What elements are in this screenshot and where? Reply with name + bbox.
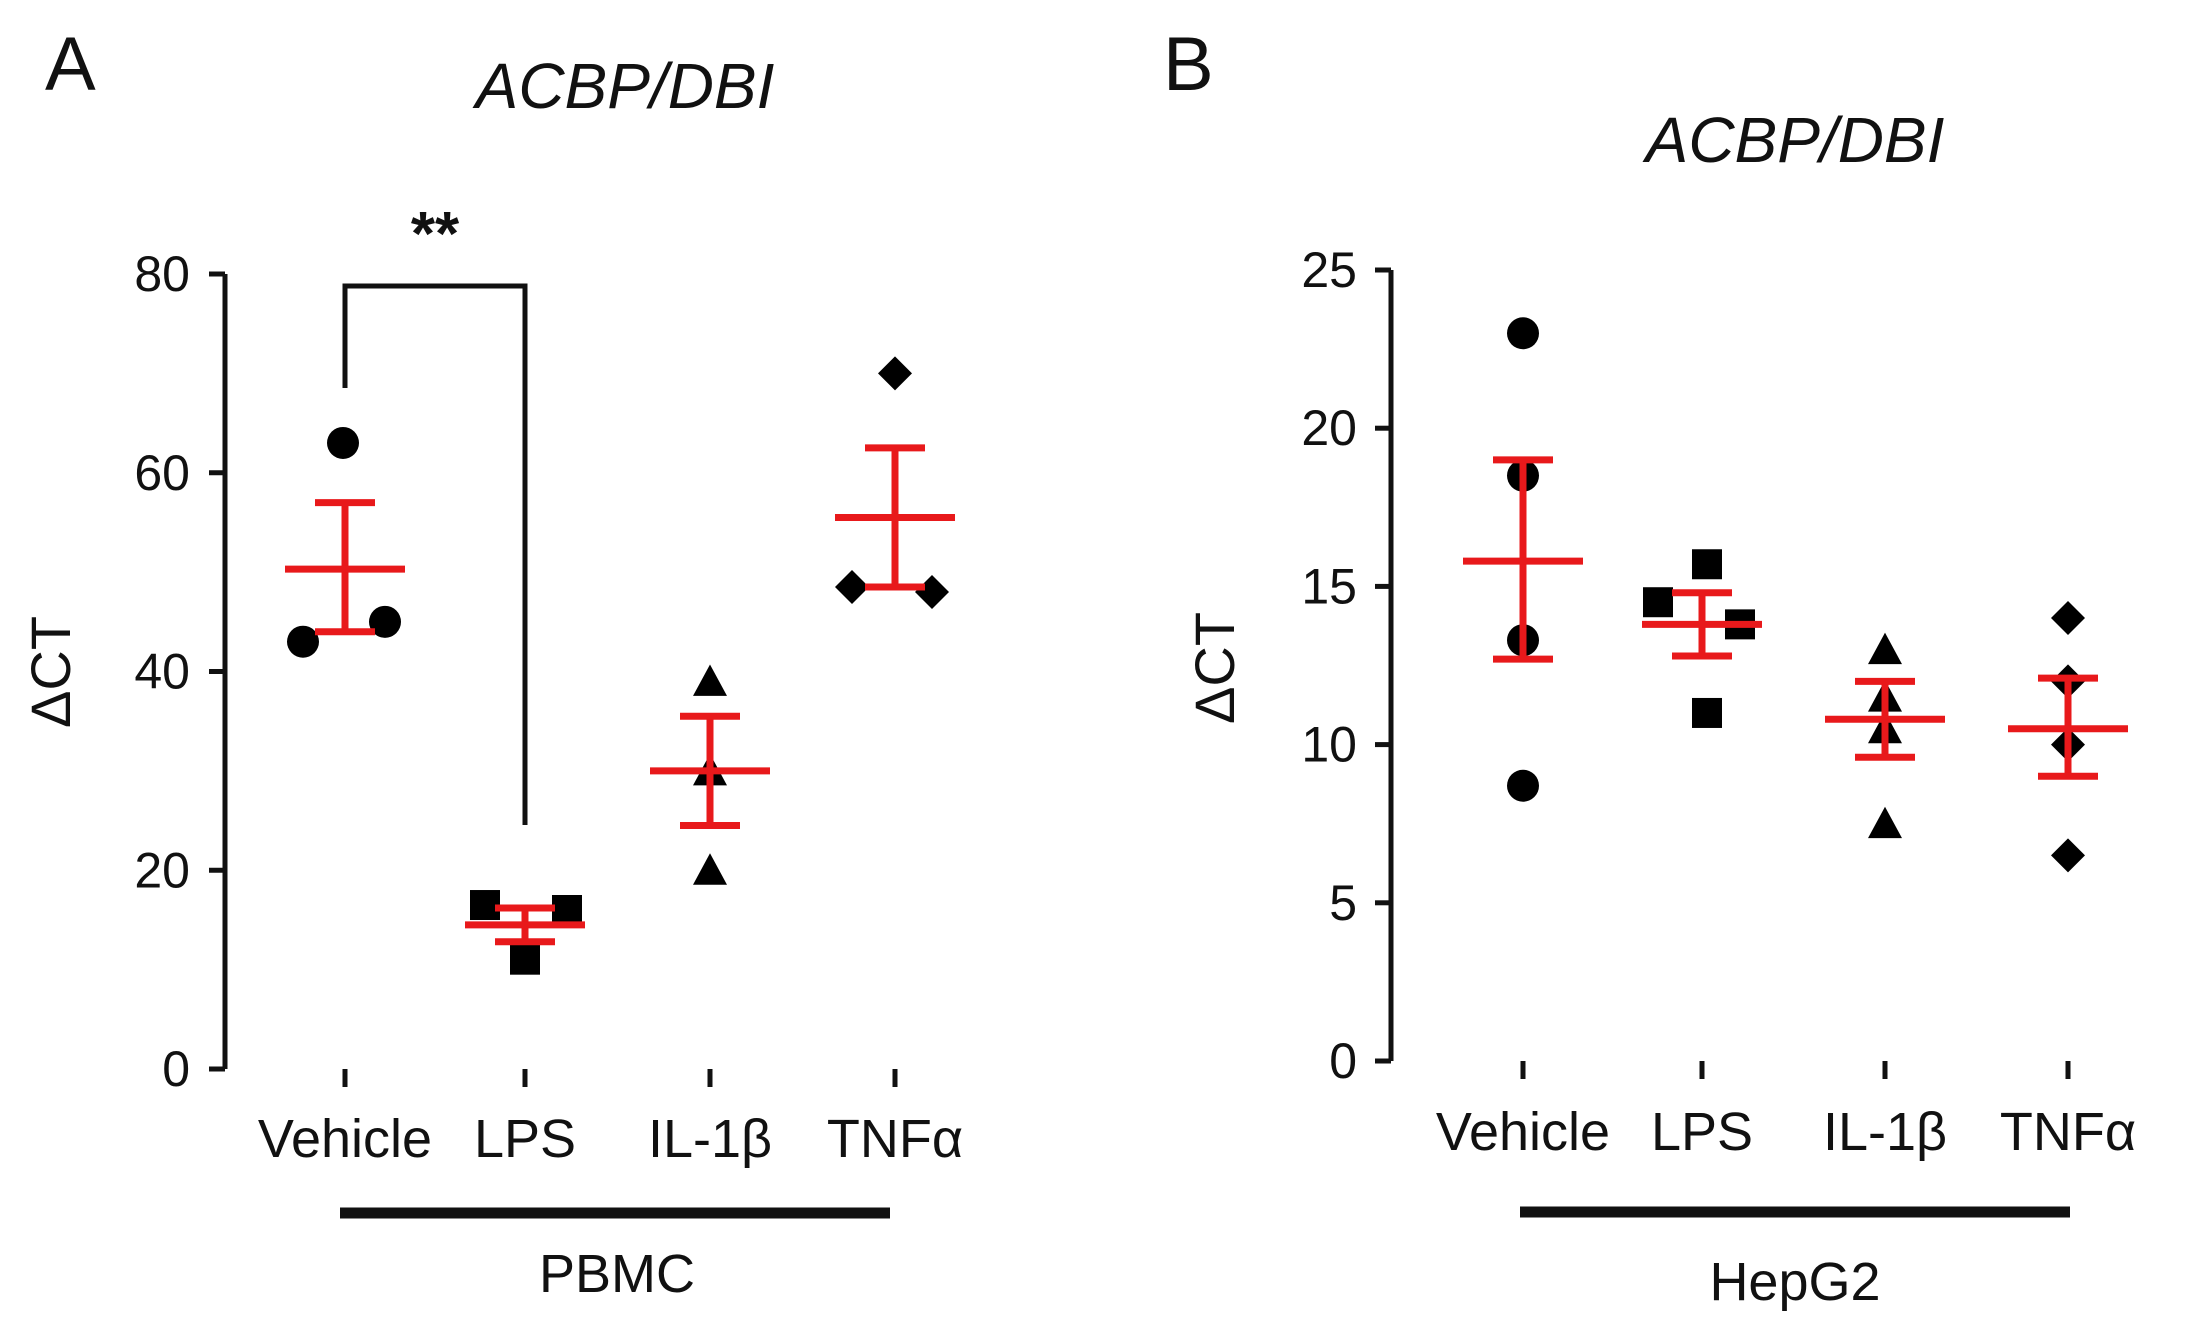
y-tick-label: 15 (1301, 558, 1357, 614)
x-category-label: IL-1β (648, 1109, 772, 1169)
data-point-diamond (878, 356, 912, 391)
y-tick-label: 20 (134, 842, 190, 898)
y-tick-label: 5 (1329, 875, 1357, 931)
data-point-square (552, 895, 582, 925)
y-tick-label: 25 (1301, 242, 1357, 298)
data-point-square (510, 944, 540, 975)
x-category-label: IL-1β (1823, 1102, 1947, 1162)
y-axis-label: ΔCT (19, 616, 82, 728)
x-category-label: Vehicle (258, 1109, 432, 1169)
y-axis-label: ΔCT (1183, 612, 1246, 724)
x-category-label: TNFα (827, 1109, 963, 1169)
data-point-circle (327, 426, 359, 459)
data-point-diamond (2051, 601, 2085, 636)
x-category-label: Vehicle (1436, 1102, 1610, 1162)
data-point-circle (287, 625, 319, 658)
x-category-label: LPS (1651, 1102, 1753, 1162)
data-point-diamond (2051, 838, 2085, 873)
data-point-circle (369, 605, 401, 638)
data-point-square (1692, 549, 1722, 580)
panel-b: B ACBP/DBI 0 5 10 15 20 25 ΔCT Vehicle LPS IL-1β TNF… (1163, 22, 2136, 1312)
data-point-circle (1507, 317, 1539, 350)
data-point-triangle (693, 664, 727, 696)
y-tick-label: 20 (1301, 400, 1357, 456)
panel-a: A ACBP/DBI 0 20 40 60 80 ΔCT Vehicle LPS IL-1β TNFα… (19, 22, 963, 1304)
group-label: PBMC (539, 1244, 695, 1304)
data-point-square (1692, 697, 1722, 728)
x-category-label: TNFα (2000, 1102, 2136, 1162)
panel-letter: A (45, 22, 96, 107)
panel-letter: B (1163, 22, 1214, 107)
significance-label: ** (411, 200, 460, 269)
data-point-circle (1507, 769, 1539, 802)
y-tick-label: 0 (162, 1041, 190, 1097)
chart-title: ACBP/DBI (472, 50, 775, 122)
y-tick-label: 80 (134, 246, 190, 302)
y-tick-label: 40 (134, 644, 190, 700)
significance-bracket (342, 283, 528, 826)
data-point-triangle (1868, 632, 1902, 665)
x-category-label: LPS (474, 1109, 576, 1169)
y-tick-label: 60 (134, 445, 190, 501)
y-tick-label: 0 (1329, 1033, 1357, 1089)
group-label: HepG2 (1709, 1252, 1880, 1312)
data-point-square (1643, 587, 1673, 618)
data-point-triangle (693, 853, 727, 885)
data-point-diamond (915, 575, 949, 609)
chart-title: ACBP/DBI (1642, 104, 1945, 176)
data-point-diamond (835, 570, 869, 605)
data-point-triangle (1868, 806, 1902, 839)
y-tick-label: 10 (1301, 717, 1357, 773)
